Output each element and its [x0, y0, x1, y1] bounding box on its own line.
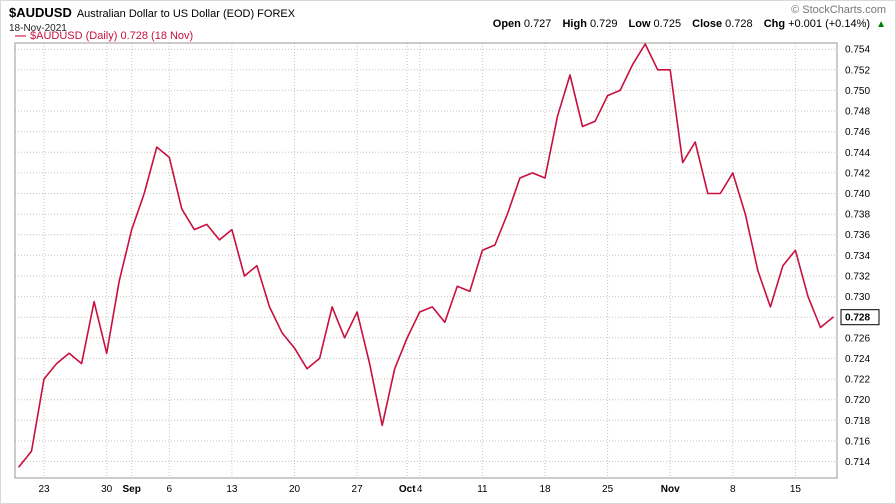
x-axis-label: 13 — [226, 484, 238, 495]
x-axis-label: 18 — [539, 484, 551, 495]
x-axis-label: 8 — [730, 484, 736, 495]
chart-date: 18-Nov-2021 — [9, 23, 67, 34]
copyright-text: © StockCharts.com — [791, 4, 886, 16]
x-axis-label: 25 — [602, 484, 614, 495]
close-value: 0.728 — [725, 18, 753, 30]
y-axis-label: 0.748 — [845, 107, 870, 118]
y-axis-label: 0.724 — [845, 354, 870, 365]
x-axis-label: 27 — [352, 484, 364, 495]
x-axis-label: Oct — [399, 484, 416, 495]
y-axis-label: 0.746 — [845, 127, 870, 138]
low-value: 0.725 — [653, 18, 682, 30]
up-arrow-icon: ▲ — [876, 19, 886, 30]
y-axis-label: 0.730 — [845, 292, 870, 303]
x-axis-label: 11 — [477, 484, 488, 495]
y-axis-label: 0.722 — [845, 375, 870, 386]
x-axis-label: Nov — [661, 484, 680, 495]
y-axis-label: 0.726 — [845, 333, 870, 344]
header-right: © StockCharts.com Open 0.727 High 0.729 Lo… — [493, 4, 886, 30]
title-line: $AUDUSD Australian Dollar to US Dollar (E… — [9, 4, 295, 22]
y-axis-label: 0.718 — [845, 416, 870, 427]
chg-value: +0.001 (+0.14%) — [788, 18, 871, 30]
x-axis-label: Sep — [123, 484, 141, 495]
y-axis-label: 0.744 — [845, 148, 870, 159]
chg-label: Chg — [763, 18, 786, 30]
chart-header: $AUDUSD Australian Dollar to US Dollar (E… — [9, 4, 295, 34]
close-label: Close — [692, 18, 723, 30]
high-label: High — [562, 18, 587, 30]
plot-border — [14, 42, 838, 479]
y-axis-label: 0.736 — [845, 230, 870, 241]
x-axis-label: 30 — [101, 484, 113, 495]
x-axis-label: 15 — [790, 484, 802, 495]
symbol-description: Australian Dollar to US Dollar (EOD) FOR… — [76, 8, 296, 20]
y-axis-label: 0.714 — [845, 457, 870, 468]
chart-legend: — $AUDUSD (Daily) 0.728 (18 Nov) — [15, 30, 193, 42]
x-axis-label: 23 — [38, 484, 50, 495]
x-axis-label: 6 — [167, 484, 173, 495]
y-axis-label: 0.750 — [845, 86, 870, 97]
low-label: Low — [628, 18, 651, 30]
last-price-label: 0.728 — [845, 313, 870, 324]
y-axis-label: 0.742 — [845, 168, 870, 179]
y-axis-label: 0.754 — [845, 45, 870, 56]
y-axis-label: 0.732 — [845, 272, 870, 283]
price-line — [18, 43, 834, 468]
x-axis-label: 20 — [289, 484, 301, 495]
y-axis-label: 0.738 — [845, 210, 870, 221]
y-axis-label: 0.720 — [845, 395, 870, 406]
x-axis-label: 4 — [417, 484, 423, 495]
legend-text: $AUDUSD (Daily) 0.728 (18 Nov) — [30, 30, 194, 42]
symbol: $AUDUSD — [9, 5, 72, 20]
y-axis-label: 0.734 — [845, 251, 870, 262]
legend-line-marker-icon: — — [15, 30, 26, 42]
open-value: 0.727 — [523, 18, 552, 30]
high-value: 0.729 — [589, 18, 618, 30]
y-axis-label: 0.716 — [845, 436, 870, 447]
last-price-tag — [840, 309, 880, 326]
open-label: Open — [492, 18, 521, 30]
quote-line: Open 0.727 High 0.729 Low 0.725 Close 0.728 … — [493, 18, 886, 30]
y-axis-label: 0.740 — [845, 189, 870, 200]
y-axis-label: 0.752 — [845, 65, 870, 76]
